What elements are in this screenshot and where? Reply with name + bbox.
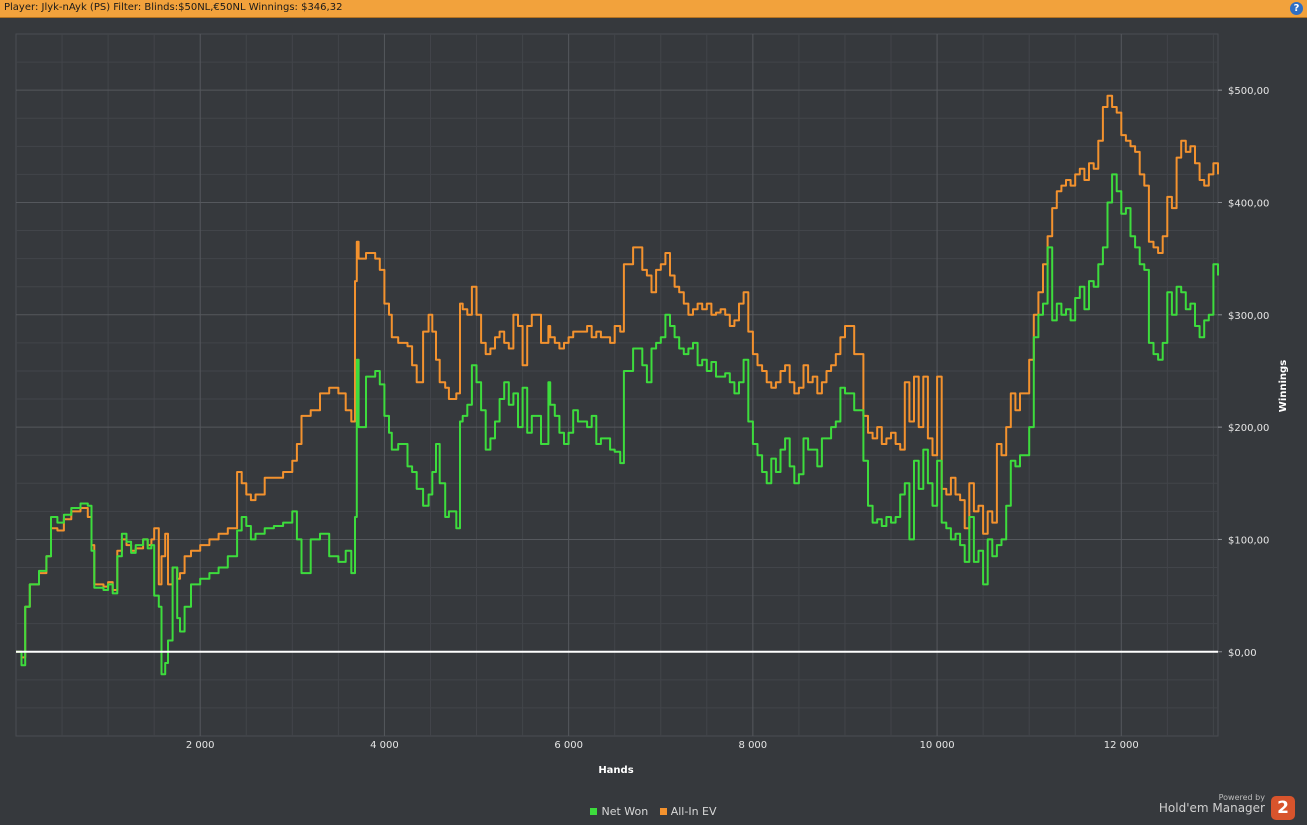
legend-swatch-net-won [590, 808, 598, 815]
title-bar: Player: Jlyk-nAyk (PS) Filter: Blinds:$5… [0, 0, 1307, 18]
x-tick-label: 6 000 [554, 740, 583, 751]
help-icon[interactable]: ? [1290, 2, 1303, 15]
x-axis-ticks: 2 000 4 000 6 000 8 000 10 000 12 000 [186, 740, 1139, 751]
x-axis-title: Hands [598, 765, 633, 776]
y-tick-label: $300,00 [1228, 311, 1269, 322]
legend-label-all-in-ev: All-In EV [670, 805, 717, 818]
series-group [16, 94, 1219, 676]
series-line-net-won [16, 173, 1219, 676]
x-tick-label: 8 000 [739, 740, 768, 751]
y-tick-label: $0,00 [1228, 648, 1257, 659]
legend-item-net-won[interactable]: Net Won [590, 805, 648, 818]
report-title: Player: Jlyk-nAyk (PS) Filter: Blinds:$5… [4, 2, 343, 13]
x-tick-label: 2 000 [186, 740, 215, 751]
legend-label-net-won: Net Won [601, 805, 649, 818]
series-line-all-in-ev [16, 94, 1219, 659]
y-tick-label: $200,00 [1228, 423, 1269, 434]
x-tick-label: 10 000 [920, 740, 955, 751]
legend-swatch-all-in-ev [659, 808, 667, 815]
powered-by-text: Powered by [1218, 793, 1265, 802]
y-tick-label: $500,00 [1228, 86, 1269, 97]
y-tick-label: $100,00 [1228, 535, 1269, 546]
x-tick-label: 12 000 [1104, 740, 1139, 751]
hem2-logo-icon: 2 [1271, 796, 1295, 820]
y-axis-ticks: $0,00 $100,00 $200,00 $300,00 $400,00 $500,00 [1218, 86, 1269, 659]
plot-background [15, 33, 1219, 737]
branding: Powered by Hold'em Manager 2 [1158, 793, 1295, 820]
y-axis-title: Winnings [1278, 360, 1289, 412]
x-tick-label: 4 000 [370, 740, 399, 751]
product-name: Hold'em Manager [1158, 801, 1265, 815]
legend: Net Won All-In EV [0, 805, 1307, 818]
legend-item-all-in-ev[interactable]: All-In EV [659, 805, 717, 818]
y-tick-label: $400,00 [1228, 198, 1269, 209]
grid-lines [16, 34, 1218, 736]
